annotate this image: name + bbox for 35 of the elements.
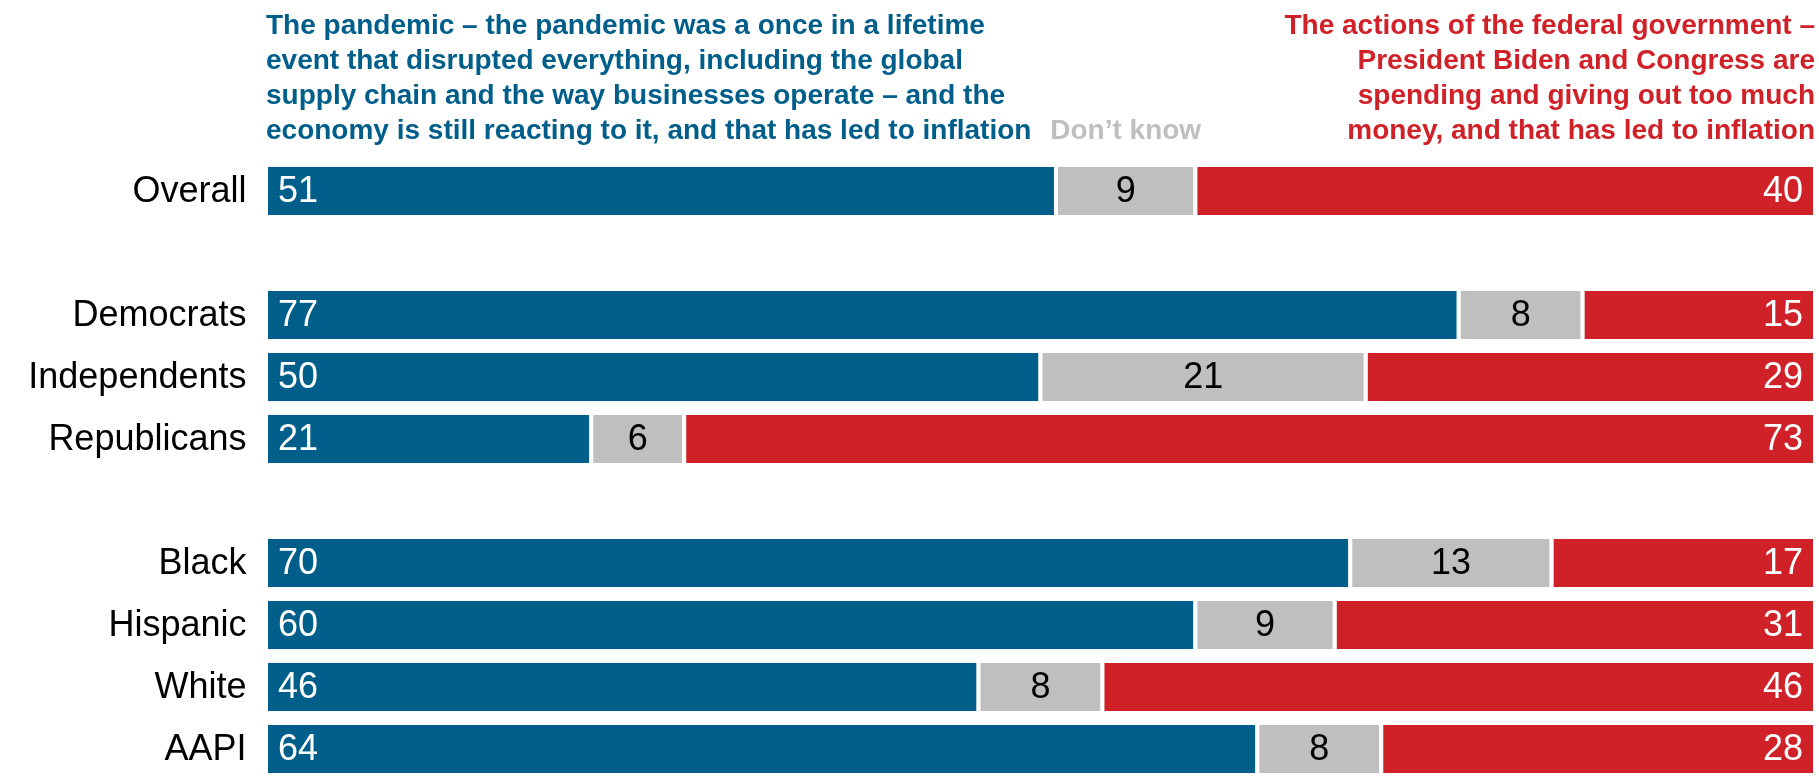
data-label: 13: [1430, 541, 1472, 582]
data-label: 70: [278, 541, 319, 582]
data-label: 77: [278, 293, 319, 334]
data-label: 8: [1030, 665, 1051, 706]
data-label: 64: [278, 727, 319, 768]
data-label: 17: [1762, 541, 1803, 582]
data-label: 28: [1762, 727, 1803, 768]
data-label: 60: [278, 603, 319, 644]
y-tick-label: Hispanic: [108, 603, 247, 644]
data-label: 51: [278, 169, 319, 210]
data-label: 46: [1762, 665, 1803, 706]
y-tick-label: Democrats: [72, 293, 247, 334]
data-label: 50: [278, 355, 319, 396]
y-tick-label: Black: [158, 541, 248, 582]
data-label: 31: [1762, 603, 1803, 644]
series-label: The actions of the federal government – President Biden and Congress are spending and giving out too much money, and that has led to inflation: [1284, 9, 1815, 145]
series-label: The pandemic – the pandemic was a once in a lifetime event that disrupted everything, including the global supply chain and the way businesses operate – and the economy is still reacting to it, and that has led to inflation: [266, 9, 1032, 145]
y-tick-label: Overall: [132, 169, 247, 210]
data-label: 9: [1115, 169, 1136, 210]
data-label: 6: [627, 417, 648, 458]
data-label: 9: [1255, 603, 1276, 644]
data-label: 29: [1762, 355, 1803, 396]
data-label: 40: [1762, 169, 1803, 210]
data-label: 8: [1510, 293, 1531, 334]
y-tick-label: AAPI: [164, 727, 247, 768]
y-tick-label: Republicans: [48, 417, 247, 458]
data-label: 46: [278, 665, 319, 706]
data-label: 8: [1309, 727, 1330, 768]
data-label: 73: [1762, 417, 1803, 458]
data-label: 21: [1183, 355, 1224, 396]
data-label: 15: [1762, 293, 1803, 334]
y-tick-label: Independents: [28, 355, 247, 396]
data-label: 21: [278, 417, 319, 458]
series-label: Don’t know: [1050, 114, 1202, 145]
y-tick-label: White: [154, 665, 247, 706]
